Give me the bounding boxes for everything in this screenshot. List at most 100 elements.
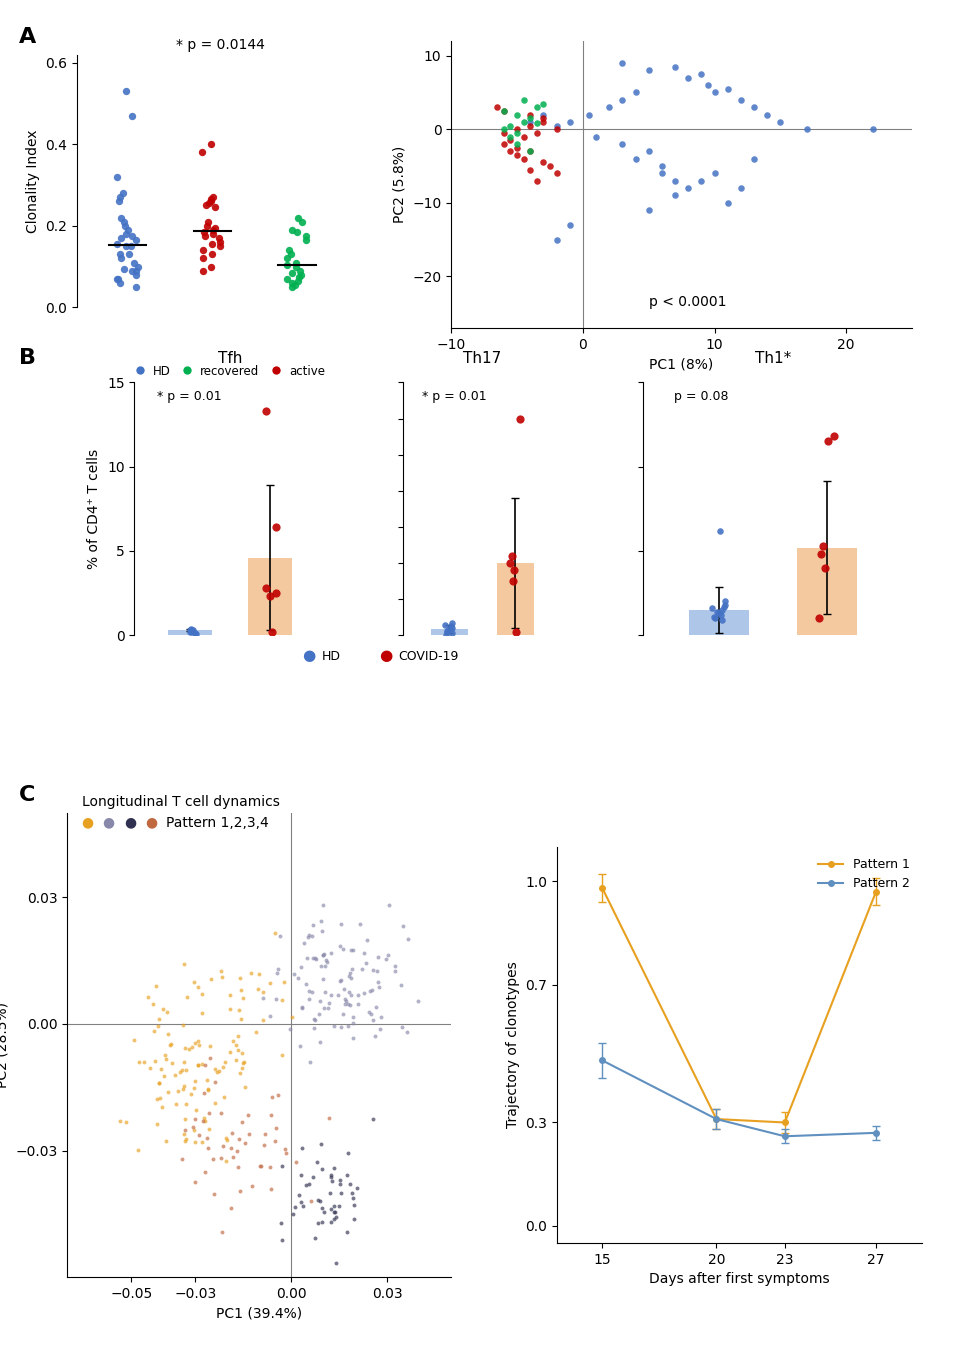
Point (314, 1212, 329, 1233)
Text: ●: ● (302, 647, 316, 663)
Point (196, 1108, 211, 1130)
Point (178, 1130, 193, 1152)
Point (325, 1195, 341, 1217)
Point (240, 1104, 255, 1126)
Point (263, 1156, 278, 1177)
Point (536, 111, 551, 133)
Point (273, 925, 288, 947)
Point (145, 993, 160, 1015)
Point (510, 143, 525, 165)
Point (109, 234, 125, 255)
Point (230, 1024, 246, 1046)
Point (112, 186, 128, 208)
Point (275, 989, 290, 1011)
Point (370, 960, 385, 982)
Point (337, 989, 352, 1011)
Point (438, 615, 453, 637)
Point (282, 1019, 298, 1041)
Point (268, 922, 283, 944)
Point (308, 948, 324, 970)
Point (628, 82, 643, 104)
Point (187, 1171, 203, 1193)
Point (190, 1030, 205, 1052)
Point (290, 221, 305, 243)
Point (197, 1111, 212, 1132)
Point (262, 586, 277, 608)
Point (225, 1030, 240, 1052)
Point (333, 936, 348, 958)
Point (124, 235, 139, 257)
Point (207, 197, 223, 219)
Point (506, 559, 521, 581)
Point (310, 1190, 325, 1212)
Point (116, 210, 132, 232)
Point (496, 100, 512, 122)
Point (667, 169, 683, 191)
Point (516, 148, 531, 169)
Point (228, 1139, 244, 1161)
Point (707, 163, 722, 184)
Point (230, 1156, 246, 1177)
Point (158, 1130, 174, 1152)
Point (195, 1111, 210, 1132)
Point (326, 1015, 342, 1037)
Point (340, 993, 355, 1015)
Point (324, 943, 339, 964)
Point (292, 1184, 307, 1206)
Point (233, 1008, 249, 1030)
Point (324, 1164, 339, 1186)
Point (443, 615, 458, 637)
Point (118, 235, 133, 257)
Point (336, 978, 351, 1000)
Point (358, 952, 373, 974)
Point (146, 1020, 161, 1042)
Point (313, 955, 328, 977)
Point (322, 1106, 337, 1128)
Point (812, 608, 828, 630)
Point (444, 623, 460, 645)
Point (363, 979, 378, 1001)
Point (183, 619, 199, 641)
Point (332, 970, 348, 992)
Point (186, 1076, 202, 1098)
Point (204, 243, 220, 265)
Point (342, 966, 357, 988)
Point (288, 255, 303, 277)
Point (237, 1076, 252, 1098)
Point (177, 1123, 192, 1145)
Point (298, 225, 313, 247)
Text: A: A (19, 27, 36, 48)
Point (118, 81, 133, 102)
Point (303, 1190, 319, 1212)
Point (170, 1081, 185, 1102)
Title: Th1*: Th1* (755, 351, 791, 366)
Point (224, 1121, 239, 1143)
Point (522, 104, 538, 126)
Point (185, 1116, 201, 1138)
Point (399, 1022, 415, 1044)
Point (614, 133, 630, 154)
Point (366, 1108, 381, 1130)
Point (212, 231, 228, 253)
Point (356, 982, 372, 1004)
Point (301, 1173, 317, 1195)
Point (367, 1024, 382, 1046)
Point (394, 1016, 409, 1038)
Point (194, 1053, 209, 1075)
Point (196, 260, 211, 281)
Point (213, 1102, 228, 1124)
Point (309, 1150, 324, 1172)
Point (181, 1038, 197, 1060)
Point (295, 996, 310, 1018)
Point (294, 997, 309, 1019)
Point (281, 239, 297, 261)
Point (109, 268, 125, 290)
Point (187, 1131, 203, 1153)
Point (490, 96, 505, 117)
Point (279, 254, 295, 276)
Point (213, 1147, 228, 1169)
Point (113, 247, 129, 269)
Point (293, 260, 308, 281)
Point (271, 959, 286, 981)
Point (667, 184, 683, 206)
